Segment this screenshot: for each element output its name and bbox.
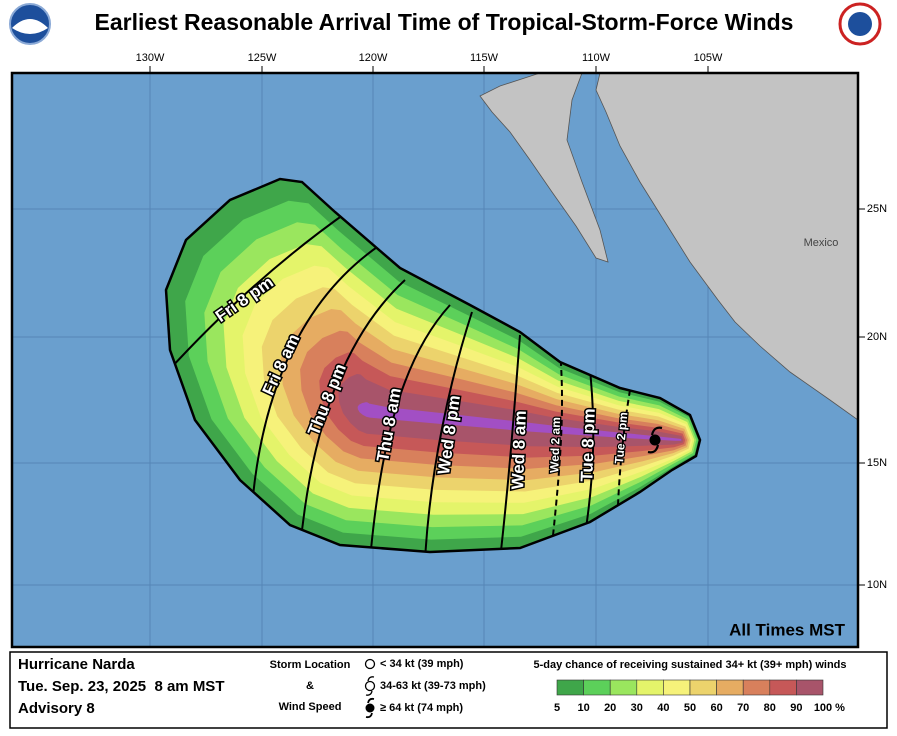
legend-swatch xyxy=(609,679,638,696)
legend-label: 20 xyxy=(604,702,616,714)
key-symbol xyxy=(364,676,376,696)
longitude-label: 105W xyxy=(694,52,723,64)
arrival-time-label: Wed 2 am xyxy=(547,417,563,473)
probability-band xyxy=(338,374,684,448)
legend-label: 10 xyxy=(577,702,589,714)
probability-title: 5-day chance of receiving sustained 34+ … xyxy=(534,659,847,671)
isochrone xyxy=(499,334,521,552)
key-item: 34-63 kt (39-73 mph) xyxy=(380,680,486,692)
legend-swatch xyxy=(742,679,771,696)
legend-label: 70 xyxy=(737,702,749,714)
latitude-label: 25N xyxy=(867,203,887,215)
legend-swatch xyxy=(716,679,744,696)
legend-swatch xyxy=(636,679,664,696)
legend-label: 90 xyxy=(790,702,802,714)
times-note: All Times MST xyxy=(729,620,845,639)
issue-time: Tue. Sep. 23, 2025 8 am MST xyxy=(18,678,224,695)
legend-unit: % xyxy=(835,702,845,714)
isochrone xyxy=(424,311,473,552)
arrival-time-label: Wed 8 am xyxy=(508,410,530,490)
isochrone xyxy=(166,209,351,381)
legend-label: 50 xyxy=(684,702,696,714)
map-frame xyxy=(10,71,860,649)
isochrone xyxy=(551,349,563,546)
key-title: Wind Speed xyxy=(279,701,342,713)
latitude-label: 20N xyxy=(867,331,887,343)
key-symbol xyxy=(364,658,376,670)
legend-label: 40 xyxy=(657,702,669,714)
storm-name: Hurricane Narda xyxy=(18,656,135,673)
arrival-time-label: Tue 8 pm xyxy=(577,408,599,482)
land xyxy=(479,73,609,263)
isochrone xyxy=(299,279,406,551)
noaa-logo xyxy=(9,3,51,45)
nws-logo xyxy=(838,2,882,46)
legend-label: 30 xyxy=(631,702,643,714)
legend-label: 5 xyxy=(554,702,560,714)
legend-label: 80 xyxy=(764,702,776,714)
longitude-label: 125W xyxy=(248,52,277,64)
longitude-label: 115W xyxy=(470,52,499,64)
legend-swatch xyxy=(769,679,797,696)
isochrone xyxy=(584,369,595,536)
probability-band xyxy=(357,402,682,441)
legend-label: 60 xyxy=(710,702,722,714)
latitude-label: 15N xyxy=(867,457,887,469)
longitude-label: 120W xyxy=(359,52,388,64)
isochrone xyxy=(617,389,631,506)
key-title: Storm Location xyxy=(270,659,351,671)
longitude-label: 110W xyxy=(582,52,611,64)
storm-symbol xyxy=(647,426,663,454)
legend-swatch xyxy=(689,679,717,696)
key-item: < 34 kt (39 mph) xyxy=(380,658,464,670)
title: Earliest Reasonable Arrival Time of Trop… xyxy=(95,9,794,35)
longitude-label: 130W xyxy=(136,52,165,64)
key-title: & xyxy=(306,680,314,692)
legend-swatch xyxy=(796,679,824,696)
isochrone xyxy=(369,304,451,552)
country-label: Mexico xyxy=(804,237,839,249)
swath-outline xyxy=(164,177,702,554)
legend-label: 100 xyxy=(814,702,832,714)
land xyxy=(595,73,858,421)
latitude-label: 10N xyxy=(867,579,887,591)
legend-swatch xyxy=(583,679,611,696)
legend-swatch xyxy=(663,679,691,696)
advisory: Advisory 8 xyxy=(18,700,95,717)
key-item: ≥ 64 kt (74 mph) xyxy=(380,702,463,714)
legend-swatch xyxy=(556,679,584,696)
arrival-time-label: Tue 2 pm xyxy=(612,412,630,465)
key-symbol xyxy=(365,697,375,719)
isochrone xyxy=(249,244,381,541)
